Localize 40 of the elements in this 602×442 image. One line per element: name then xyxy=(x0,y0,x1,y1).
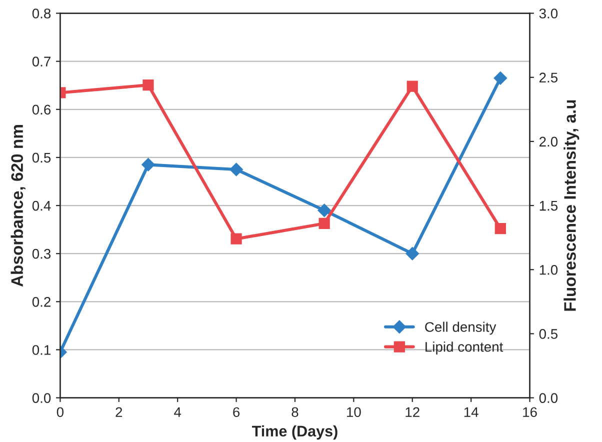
x-axis-title: Time (Days) xyxy=(252,425,338,440)
y2-tick-label: 1.5 xyxy=(540,201,558,211)
point xyxy=(142,158,155,172)
y2-tick-label: 0.5 xyxy=(539,329,558,339)
y-tick-label: 0.3 xyxy=(32,248,51,259)
x-tick-label: 14 xyxy=(464,407,478,417)
point xyxy=(318,204,331,217)
point xyxy=(230,162,243,176)
legend-label: Cell density xyxy=(425,322,496,335)
y-tick-label: 0.7 xyxy=(32,56,50,66)
y-tick-label: 0.6 xyxy=(32,104,51,115)
y2-tick-label: 1.0 xyxy=(540,264,558,275)
y-tick-label: 0.5 xyxy=(32,152,51,163)
x-tick-label: 8 xyxy=(292,407,298,418)
point xyxy=(406,247,419,260)
point xyxy=(494,223,506,234)
y-tick-label: 0.0 xyxy=(32,393,51,403)
y-tick-label: 0.4 xyxy=(32,200,51,211)
x-tick-label: 12 xyxy=(406,407,420,417)
y-tick-label: 0.1 xyxy=(32,345,50,355)
y2-tick-label: 3.0 xyxy=(539,8,558,18)
point xyxy=(318,218,330,230)
x-tick-label: 2 xyxy=(116,407,122,417)
point xyxy=(230,233,242,244)
y2-axis-title: Fluorescence Intensity, a.u xyxy=(564,100,580,311)
x-tick-label: 4 xyxy=(174,407,182,417)
y-axis-title: Absorbance, 620 nm xyxy=(10,125,26,287)
x-tick-label: 0 xyxy=(56,407,64,418)
y-tick-label: 0.2 xyxy=(32,297,50,307)
x-tick-label: 10 xyxy=(347,407,361,418)
point xyxy=(494,72,507,85)
legend-label: Lipid content xyxy=(426,342,504,355)
x-tick-label: 16 xyxy=(523,407,537,418)
point xyxy=(142,79,154,91)
y2-tick-label: 2.0 xyxy=(539,136,558,147)
x-tick-label: 6 xyxy=(233,407,240,418)
point xyxy=(406,80,418,92)
y-tick-label: 0.8 xyxy=(32,8,51,18)
y2-tick-label: 2.5 xyxy=(539,72,558,83)
y2-tick-label: 0.0 xyxy=(539,393,558,403)
